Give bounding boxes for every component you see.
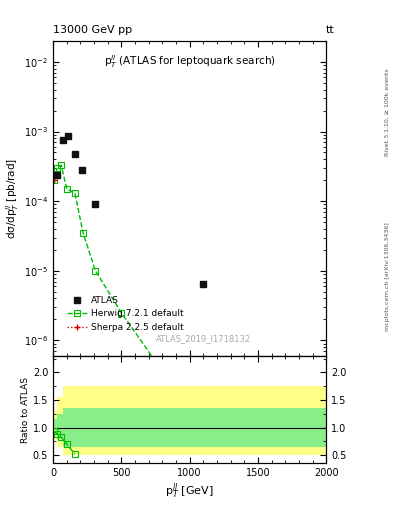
- ATLAS: [93, 201, 98, 207]
- Herwig 7.2.1 default: [153, 358, 158, 365]
- Herwig 7.2.1 default: [201, 383, 206, 389]
- Y-axis label: Ratio to ATLAS: Ratio to ATLAS: [21, 377, 30, 442]
- Herwig 7.2.1 default: [93, 268, 98, 274]
- Legend: ATLAS, Herwig 7.2.1 default, Sherpa 2.2.5 default: ATLAS, Herwig 7.2.1 default, Sherpa 2.2.…: [63, 292, 187, 335]
- Herwig 7.2.1 default: [59, 162, 64, 168]
- Line: ATLAS: ATLAS: [54, 133, 206, 287]
- Y-axis label: dσ/dp$_{T}^{ll}$ [pb/rad]: dσ/dp$_{T}^{ll}$ [pb/rad]: [4, 158, 21, 239]
- Herwig 7.2.1 default: [73, 190, 77, 196]
- Text: ATLAS_2019_I1718132: ATLAS_2019_I1718132: [156, 334, 251, 343]
- ATLAS: [201, 281, 206, 287]
- Herwig 7.2.1 default: [81, 230, 85, 236]
- Herwig 7.2.1 default: [269, 443, 274, 450]
- Text: Rivet 3.1.10, ≥ 100k events: Rivet 3.1.10, ≥ 100k events: [385, 69, 389, 157]
- ATLAS: [73, 151, 77, 157]
- X-axis label: p$_{T}^{ll}$ [GeV]: p$_{T}^{ll}$ [GeV]: [165, 481, 214, 501]
- Herwig 7.2.1 default: [64, 186, 69, 192]
- Text: mcplots.cern.ch [arXiv:1306.3436]: mcplots.cern.ch [arXiv:1306.3436]: [385, 222, 389, 331]
- ATLAS: [55, 172, 59, 178]
- Herwig 7.2.1 default: [119, 310, 124, 316]
- Text: p$_{T}^{ll}$ (ATLAS for leptoquark search): p$_{T}^{ll}$ (ATLAS for leptoquark searc…: [104, 54, 275, 70]
- Text: 13000 GeV pp: 13000 GeV pp: [53, 25, 132, 35]
- ATLAS: [66, 134, 70, 140]
- Herwig 7.2.1 default: [55, 165, 59, 171]
- ATLAS: [79, 167, 84, 173]
- Line: Herwig 7.2.1 default: Herwig 7.2.1 default: [51, 162, 274, 449]
- ATLAS: [60, 137, 65, 143]
- Text: tt: tt: [326, 25, 335, 35]
- Herwig 7.2.1 default: [52, 177, 57, 183]
